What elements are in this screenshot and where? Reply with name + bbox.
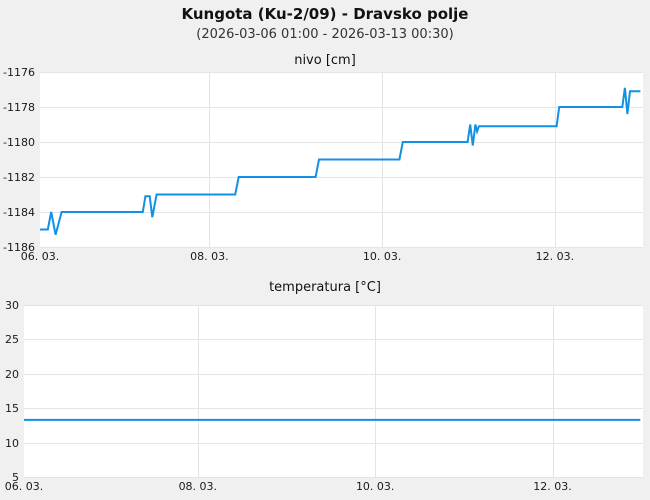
temperature-chart-title: temperatura [°C] (269, 280, 381, 295)
tick-label-y: -1178 (3, 101, 35, 114)
tick-label-y: -1184 (3, 206, 35, 219)
tick-label-x: 12. 03. (533, 480, 571, 493)
plot-area (24, 305, 643, 477)
tick-label-y: 10 (5, 437, 19, 450)
tick-label-y: 20 (5, 368, 19, 381)
tick-label-x: 10. 03. (363, 250, 401, 263)
tick-label-x: 06. 03. (21, 250, 59, 263)
tick-label-y: 5 (12, 471, 19, 484)
tick-label-y: 15 (5, 402, 19, 415)
tick-label-y: 30 (5, 299, 19, 312)
tick-label-x: 12. 03. (536, 250, 574, 263)
tick-label-x: 10. 03. (356, 480, 394, 493)
page-subtitle: (2026-03-06 01:00 - 2026-03-13 00:30) (196, 27, 454, 42)
series-line-nivo (40, 87, 641, 235)
tick-label-y: -1176 (3, 66, 35, 79)
tick-label-y: -1186 (3, 241, 35, 254)
tick-label-x: 08. 03. (190, 250, 228, 263)
page-title: Kungota (Ku-2/09) - Dravsko polje (181, 5, 469, 23)
tick-label-x: 06. 03. (5, 480, 43, 493)
tick-label-y: -1180 (3, 136, 35, 149)
level-chart-title: nivo [cm] (294, 53, 356, 68)
tick-label-y: -1182 (3, 171, 35, 184)
tick-label-x: 08. 03. (179, 480, 217, 493)
tick-label-y: 25 (5, 333, 19, 346)
